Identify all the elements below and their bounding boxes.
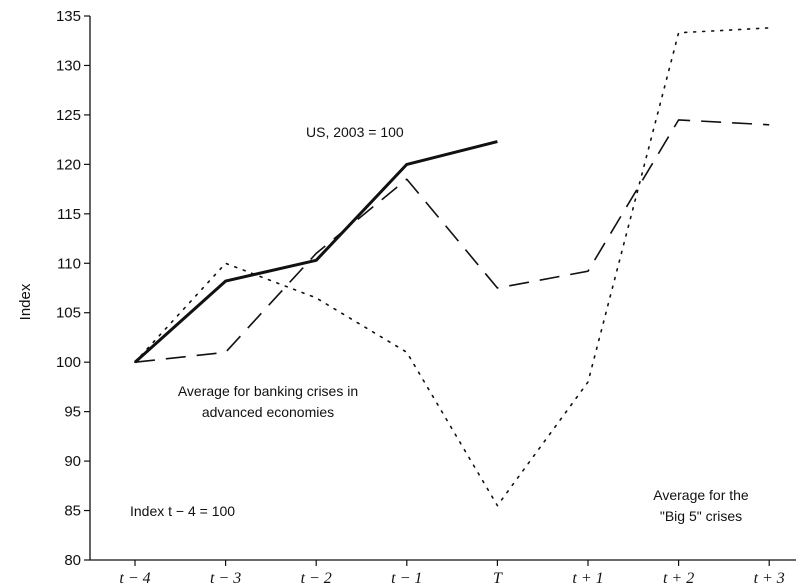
annotation-us: US, 2003 = 100 xyxy=(306,124,404,140)
annotations: US, 2003 = 100 Average for banking crises… xyxy=(130,124,749,524)
annotation-big5: Average for the "Big 5" crises xyxy=(653,487,749,524)
annotation-line: "Big 5" crises xyxy=(660,508,742,524)
y-tick-label: 100 xyxy=(56,354,81,371)
annotation-line: US, 2003 = 100 xyxy=(306,124,404,140)
y-ticks: 80 85 90 95 100 105 110 115 120 125 130 135 xyxy=(56,8,90,569)
x-tick-label: t + 1 xyxy=(572,570,603,586)
y-tick-label: 105 xyxy=(56,305,81,322)
y-tick-label: 120 xyxy=(56,156,81,173)
x-tick-label: t + 2 xyxy=(663,570,694,586)
y-tick-label: 110 xyxy=(57,255,81,272)
x-tick-label: t − 3 xyxy=(210,570,241,586)
series-lines xyxy=(133,27,770,507)
x-tick-label: T xyxy=(493,570,503,586)
series-line-dotted xyxy=(134,27,770,507)
x-tick-label: t − 4 xyxy=(119,570,150,586)
series-line-solid xyxy=(133,140,498,364)
annotation-line: Index t − 4 = 100 xyxy=(130,503,235,519)
annotation-line: Average for banking crises in xyxy=(178,383,358,399)
x-tick-label: t − 1 xyxy=(391,570,422,586)
y-tick-label: 85 xyxy=(64,503,81,520)
y-axis-label: Index xyxy=(17,283,34,320)
y-tick-label: 80 xyxy=(64,552,81,569)
y-tick-label: 115 xyxy=(57,206,81,223)
series-line-dashed xyxy=(134,119,770,363)
y-tick-label: 125 xyxy=(56,107,81,124)
x-tick-label: t − 2 xyxy=(301,570,332,586)
y-tick-label: 90 xyxy=(64,453,81,470)
annotation-index: Index t − 4 = 100 xyxy=(130,503,235,519)
axes xyxy=(89,16,796,561)
y-tick-label: 130 xyxy=(56,57,81,74)
x-tick-label: t + 3 xyxy=(754,570,785,586)
annotation-avg: Average for banking crises in advanced ec… xyxy=(178,383,358,420)
annotation-line: advanced economies xyxy=(202,404,334,420)
y-tick-label: 95 xyxy=(64,404,81,421)
annotation-line: Average for the xyxy=(653,487,749,503)
y-tick-label: 135 xyxy=(56,8,81,25)
